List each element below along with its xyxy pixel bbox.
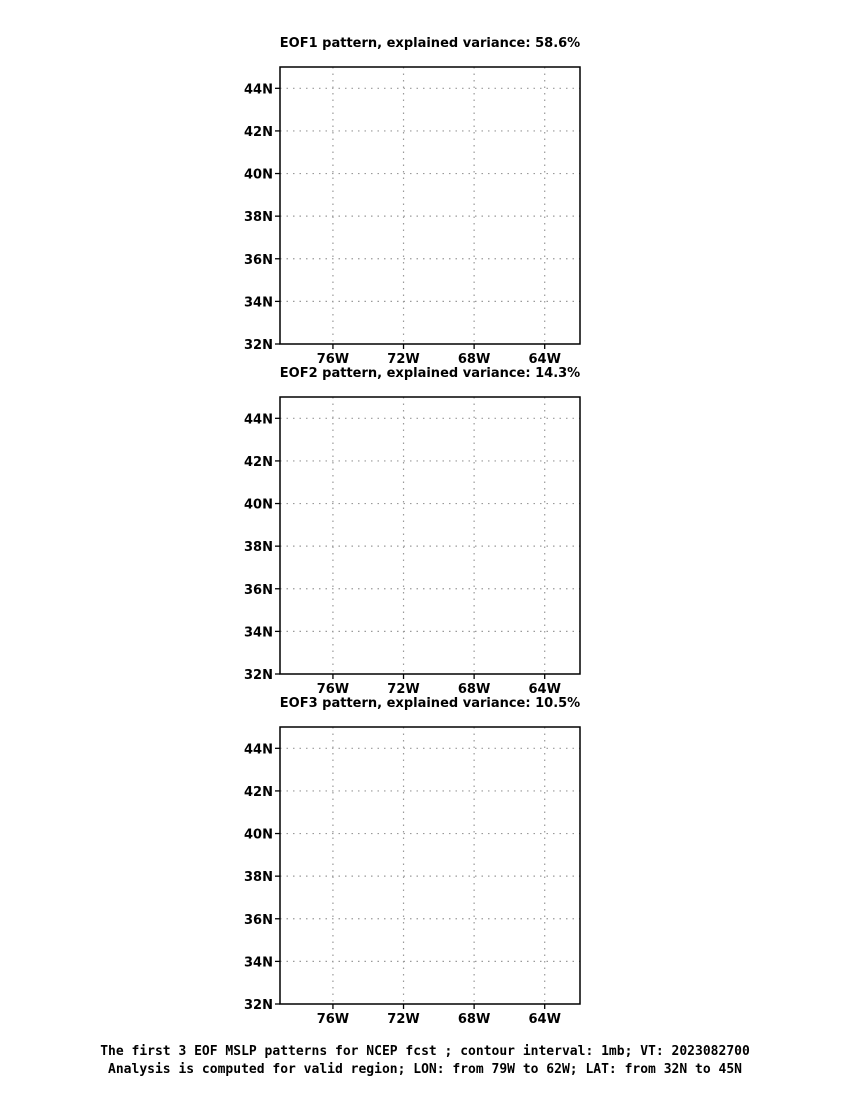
coastline-segment bbox=[445, 727, 580, 759]
coastline-segment bbox=[445, 397, 580, 429]
map-frame bbox=[279, 726, 581, 1005]
lat-tick-label: 38N bbox=[244, 540, 273, 555]
coastline-segment bbox=[335, 144, 404, 205]
lat-tick-label: 38N bbox=[244, 210, 273, 225]
eof2-map-panel: 0 44N 42N 40N 38N 36N 34N 32N 76W 72W 68W 64W bbox=[244, 396, 581, 697]
coastline-segment bbox=[400, 67, 476, 143]
lat-tick-label: 32N bbox=[244, 668, 273, 683]
eof3-map-panel: 0044N42N40N38N36N34N32N76W72W68W64W bbox=[244, 726, 581, 1027]
lat-tick-label: 42N bbox=[244, 785, 273, 800]
lon-tick-label: 64W bbox=[528, 352, 560, 367]
coastline-segment bbox=[280, 928, 336, 967]
lat-tick-label: 34N bbox=[244, 955, 273, 970]
zero-contour-line bbox=[335, 397, 580, 557]
lat-tick-label: 34N bbox=[244, 625, 273, 640]
lat-tick-label: 42N bbox=[244, 455, 273, 470]
lon-tick-label: 68W bbox=[458, 352, 490, 367]
lat-tick-label: 44N bbox=[244, 82, 273, 97]
coastline bbox=[280, 67, 580, 307]
lat-tick-label: 32N bbox=[244, 338, 273, 353]
contour-label: 0 bbox=[460, 550, 470, 566]
coastline-segment bbox=[400, 397, 476, 473]
lon-tick-label: 64W bbox=[528, 682, 560, 697]
lat-tick-label: 44N bbox=[244, 742, 273, 757]
coastline bbox=[280, 727, 580, 967]
zero-contour-line bbox=[280, 727, 502, 1005]
coastline-segment bbox=[445, 67, 580, 99]
lat-tick-label: 40N bbox=[244, 168, 273, 183]
lon-tick-label: 68W bbox=[458, 682, 490, 697]
lon-tick-label: 76W bbox=[317, 352, 349, 367]
lon-tick-label: 72W bbox=[387, 682, 419, 697]
lon-tick-label: 68W bbox=[458, 1012, 490, 1027]
lat-tick-label: 32N bbox=[244, 998, 273, 1013]
coastline-segment bbox=[335, 804, 404, 865]
coastline-segment bbox=[280, 81, 332, 115]
eof3-title: EOF3 pattern, explained variance: 10.5% bbox=[279, 696, 581, 711]
lon-tick-label: 72W bbox=[387, 1012, 419, 1027]
eof1-map-panel: 44N 42N 40N 38N 36N 34N 32N 76W 72W 68W 64W bbox=[244, 66, 581, 367]
coastline-segment bbox=[280, 741, 332, 775]
lon-tick-label: 64W bbox=[528, 1012, 560, 1027]
caption-line-2: Analysis is computed for valid region; L… bbox=[108, 1062, 742, 1077]
lat-tick-label: 40N bbox=[244, 828, 273, 843]
lon-tick-label: 76W bbox=[317, 1012, 349, 1027]
map-frame bbox=[279, 396, 581, 675]
lon-tick-label: 72W bbox=[387, 352, 419, 367]
lon-tick-label: 76W bbox=[317, 682, 349, 697]
eof2-title: EOF2 pattern, explained variance: 14.3% bbox=[279, 366, 581, 381]
lat-tick-label: 42N bbox=[244, 125, 273, 140]
lat-tick-label: 38N bbox=[244, 870, 273, 885]
lat-tick-label: 40N bbox=[244, 498, 273, 513]
coastline-segment bbox=[335, 474, 404, 535]
lat-tick-label: 36N bbox=[244, 583, 273, 598]
lat-tick-label: 36N bbox=[244, 253, 273, 268]
caption-line-1: The first 3 EOF MSLP patterns for NCEP f… bbox=[100, 1044, 750, 1059]
coastline-segment bbox=[280, 411, 332, 445]
coastline bbox=[280, 397, 580, 637]
coastline-segment bbox=[280, 268, 336, 307]
lat-tick-label: 34N bbox=[244, 295, 273, 310]
coastline-segment bbox=[400, 727, 476, 803]
lat-tick-label: 44N bbox=[244, 412, 273, 427]
lat-tick-label: 36N bbox=[244, 913, 273, 928]
eof1-title: EOF1 pattern, explained variance: 58.6% bbox=[279, 36, 581, 51]
coastline-segment bbox=[280, 598, 336, 637]
map-frame bbox=[279, 66, 581, 345]
zero-contour-line bbox=[336, 727, 365, 775]
contour-label: 0 bbox=[345, 768, 355, 784]
